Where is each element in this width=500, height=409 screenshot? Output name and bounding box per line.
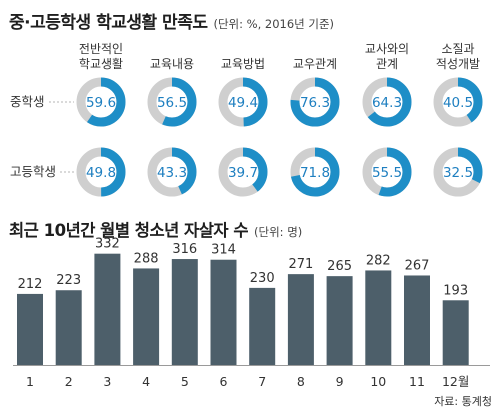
category-header-1-line-2: 학교생활 xyxy=(79,57,123,71)
month-label-10: 10 xyxy=(370,374,386,389)
survey-title: 중·고등학생 학교생활 만족도 xyxy=(9,13,208,33)
ring-fill-1-4 xyxy=(290,77,340,127)
month-label-4: 4 xyxy=(142,374,150,389)
ring-fill-1-6 xyxy=(433,77,483,127)
ring-fill-2-4 xyxy=(290,147,340,197)
source-note: 자료: 통계청 xyxy=(434,395,492,408)
ring-value-2-1: 49.8 xyxy=(86,165,116,181)
ring-value-1-3: 49.4 xyxy=(228,95,258,111)
ring-value-2-4: 71.8 xyxy=(300,165,330,181)
bar-value-10: 282 xyxy=(366,253,391,268)
category-header-5-line-2: 관계 xyxy=(376,57,398,71)
bar-value-8: 271 xyxy=(288,257,313,272)
month-label-12: 12월 xyxy=(442,374,469,389)
survey-title-block: 중·고등학생 학교생활 만족도 (단위: %, 2016년 기준) xyxy=(9,8,334,33)
bar-1 xyxy=(17,293,43,365)
bar-4 xyxy=(133,268,160,365)
month-label-3: 3 xyxy=(103,374,111,389)
row-label-2: 고등학생 xyxy=(10,164,56,179)
bar-value-1: 212 xyxy=(18,277,43,292)
month-label-9: 9 xyxy=(336,374,344,389)
bar-2 xyxy=(55,290,82,365)
ring-value-1-1: 59.6 xyxy=(86,95,116,111)
ring-value-2-6: 32.5 xyxy=(443,165,473,181)
monthly-unit-note: (단위: 명) xyxy=(254,225,303,239)
category-header-2: 교육내용 xyxy=(150,57,194,71)
bar-value-3: 332 xyxy=(95,237,120,252)
month-label-6: 6 xyxy=(220,374,228,389)
ring-fill-1-5 xyxy=(362,77,412,127)
ring-fill-1-2 xyxy=(147,77,197,127)
monthly-title: 최근 10년간 월별 청소년 자살자 수 xyxy=(9,221,249,240)
ring-fill-2-1 xyxy=(76,147,126,197)
ring-fill-2-2 xyxy=(147,147,197,197)
bar-8 xyxy=(287,274,314,365)
category-header-6-line-1: 소질과 xyxy=(441,42,474,56)
month-label-1: 1 xyxy=(26,374,34,389)
row-label-1: 중학생 xyxy=(10,94,45,109)
bar-5 xyxy=(171,259,198,365)
bar-value-4: 288 xyxy=(134,251,159,266)
ring-value-1-5: 64.3 xyxy=(372,95,402,111)
bar-12 xyxy=(442,300,469,365)
ring-fill-2-6 xyxy=(433,147,483,197)
monthly-title-block: 최근 10년간 월별 청소년 자살자 수 (단위: 명) xyxy=(9,217,302,241)
category-header-4: 교우관계 xyxy=(293,57,337,71)
ring-value-1-2: 56.5 xyxy=(157,95,187,111)
ring-fill-1-1 xyxy=(76,77,126,127)
ring-fill-2-3 xyxy=(218,147,268,197)
month-label-5: 5 xyxy=(181,374,189,389)
month-label-7: 7 xyxy=(258,374,266,389)
bar-value-11: 267 xyxy=(405,258,430,273)
category-header-6-line-2: 적성개발 xyxy=(436,57,480,71)
bar-value-6: 314 xyxy=(211,243,236,258)
bar-value-5: 316 xyxy=(172,242,197,257)
bar-value-12: 193 xyxy=(443,283,468,298)
month-label-8: 8 xyxy=(297,374,305,389)
ring-value-2-2: 43.3 xyxy=(157,165,187,181)
ring-fill-2-5 xyxy=(362,147,412,197)
bar-9 xyxy=(326,276,353,365)
category-header-3: 교육방법 xyxy=(221,57,265,71)
category-header-1-line-1: 전반적인 xyxy=(79,42,123,56)
ring-value-2-5: 55.5 xyxy=(372,165,402,181)
bar-value-2: 223 xyxy=(56,273,81,288)
survey-unit-note: (단위: %, 2016년 기준) xyxy=(213,17,335,31)
bar-10 xyxy=(365,270,392,365)
ring-fill-1-3 xyxy=(218,77,268,127)
bar-value-9: 265 xyxy=(327,259,352,274)
month-label-11: 11 xyxy=(409,374,425,389)
bar-6 xyxy=(210,259,237,365)
category-header-5-line-1: 교사와의 xyxy=(365,42,409,56)
bar-value-7: 230 xyxy=(250,271,275,286)
ring-value-2-3: 39.7 xyxy=(228,165,258,181)
bar-3 xyxy=(94,253,121,365)
ring-value-1-4: 76.3 xyxy=(300,95,330,111)
bar-11 xyxy=(404,275,430,365)
ring-value-1-6: 40.5 xyxy=(443,95,473,111)
month-label-2: 2 xyxy=(65,374,73,389)
bar-7 xyxy=(249,287,276,365)
